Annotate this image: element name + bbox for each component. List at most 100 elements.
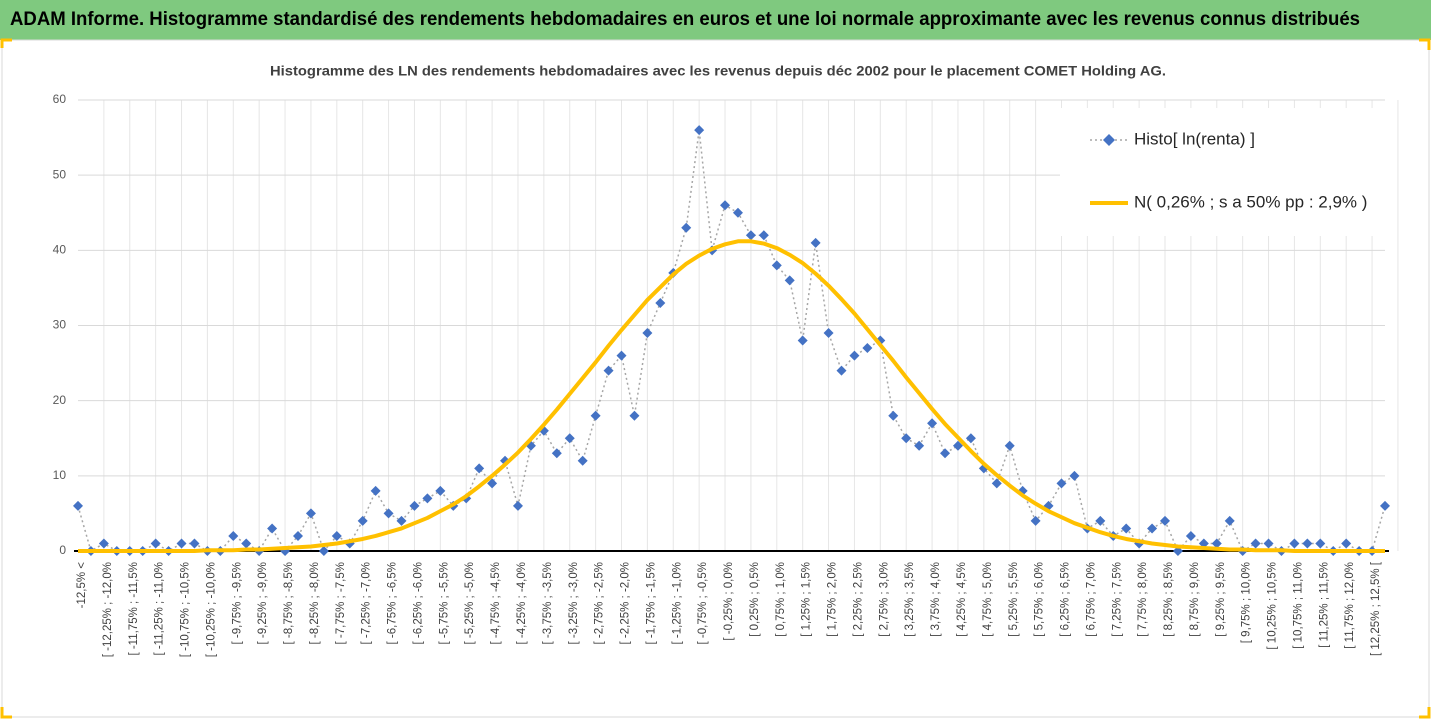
x-tick-label: [ -7,75% ; -7,5% bbox=[335, 562, 347, 644]
data-point bbox=[1004, 440, 1015, 451]
y-tick-label: 0 bbox=[59, 543, 66, 557]
x-tick-label: [ 10,75% ; 11,0% bbox=[1292, 562, 1304, 649]
data-point bbox=[267, 523, 278, 534]
x-tick-label: [ 7,25% ; 7,5% bbox=[1111, 562, 1123, 637]
x-tick-label: [ -1,75% ; -1,5% bbox=[645, 562, 657, 644]
data-point bbox=[732, 207, 743, 218]
data-point bbox=[888, 410, 899, 421]
data-point bbox=[797, 335, 808, 346]
data-point bbox=[189, 538, 200, 549]
data-point bbox=[810, 237, 821, 248]
data-point bbox=[383, 508, 394, 519]
data-point bbox=[1030, 515, 1041, 526]
y-tick-label: 40 bbox=[53, 243, 67, 257]
data-point bbox=[73, 500, 83, 511]
x-tick-label: [ -8,75% ; -8,5% bbox=[283, 562, 295, 644]
data-point bbox=[1341, 538, 1352, 549]
x-tick-label: [ -6,75% ; -6,5% bbox=[387, 562, 399, 644]
data-point bbox=[901, 433, 912, 444]
x-tick-label: -12,5% < bbox=[76, 562, 88, 609]
data-point bbox=[603, 365, 614, 376]
x-tick-label: [ -7,25% ; -7,0% bbox=[361, 562, 373, 644]
x-tick-label: [ 2,75% ; 3,0% bbox=[878, 562, 890, 637]
data-point bbox=[305, 508, 316, 519]
x-tick-label: [ -9,25% ; -9,0% bbox=[257, 562, 269, 644]
x-tick-label: [ 11,25% ; 11,5% bbox=[1318, 562, 1330, 648]
data-point bbox=[914, 440, 925, 451]
data-point bbox=[551, 448, 562, 459]
data-point bbox=[681, 222, 692, 233]
x-tick-label: [ -4,25% ; -4,0% bbox=[516, 562, 528, 644]
data-point bbox=[564, 433, 575, 444]
y-tick-label: 30 bbox=[53, 318, 67, 332]
data-point bbox=[409, 500, 420, 511]
data-point bbox=[1263, 538, 1274, 549]
x-tick-label: [ -10,75% ; -10,5% bbox=[180, 562, 192, 657]
data-point bbox=[1056, 478, 1067, 489]
data-point bbox=[836, 365, 847, 376]
data-point bbox=[616, 350, 627, 361]
data-point bbox=[228, 530, 239, 541]
x-tick-label: [ 1,75% ; 2,0% bbox=[827, 562, 839, 637]
data-point bbox=[1095, 515, 1106, 526]
data-point bbox=[1160, 515, 1171, 526]
x-tick-label: [ 4,25% ; 4,5% bbox=[956, 562, 968, 637]
data-point bbox=[1302, 538, 1313, 549]
x-tick-label: [ 2,25% ; 2,5% bbox=[852, 562, 864, 637]
data-point bbox=[1121, 523, 1132, 534]
x-tick-label: [ -5,75% ; -5,5% bbox=[438, 562, 450, 644]
data-point bbox=[331, 530, 342, 541]
data-point bbox=[150, 538, 161, 549]
x-tick-label: [ 9,75% ; 10,0% bbox=[1241, 562, 1253, 643]
data-point bbox=[720, 200, 731, 211]
data-point bbox=[1380, 500, 1390, 511]
x-tick-label: [ -8,25% ; -8,0% bbox=[309, 562, 321, 644]
x-tick-label: [ 3,25% ; 3,5% bbox=[904, 562, 916, 637]
series-line bbox=[78, 239, 1385, 553]
y-tick-label: 50 bbox=[53, 167, 67, 181]
x-tick-label: [ -3,25% ; -3,0% bbox=[568, 562, 580, 644]
data-point bbox=[292, 530, 303, 541]
x-tick-label: [ -10,25% ; -10,0% bbox=[205, 562, 217, 657]
data-point bbox=[991, 478, 1002, 489]
x-tick-label: [ 7,75% ; 8,0% bbox=[1137, 562, 1149, 637]
x-tick-label: [ 8,25% ; 8,5% bbox=[1163, 562, 1175, 637]
data-point bbox=[241, 538, 252, 549]
data-point bbox=[927, 418, 938, 429]
legend-swatch-marker bbox=[1103, 134, 1115, 146]
x-tick-label: [ -6,25% ; -6,0% bbox=[412, 562, 424, 644]
data-point bbox=[1289, 538, 1300, 549]
data-point bbox=[396, 515, 407, 526]
title-bar bbox=[0, 0, 1431, 40]
data-point bbox=[771, 260, 782, 271]
x-tick-label: [ 1,25% ; 1,5% bbox=[801, 562, 813, 637]
data-point bbox=[590, 410, 601, 421]
x-tick-label: [ 6,75% ; 7,0% bbox=[1085, 562, 1097, 637]
x-tick-label: [ -1,25% ; -1,0% bbox=[671, 562, 683, 644]
x-tick-label: [ 8,75% ; 9,0% bbox=[1189, 562, 1201, 637]
x-tick-label: [ 5,75% ; 6,0% bbox=[1034, 562, 1046, 637]
data-point bbox=[370, 485, 381, 496]
x-tick-label: [ -11,25% ; -11,0% bbox=[154, 562, 166, 656]
x-tick-label: [ 6,25% ; 6,5% bbox=[1060, 562, 1072, 637]
x-tick-label: [ 12,25% ; 12,5% [ bbox=[1370, 561, 1382, 656]
data-point bbox=[745, 230, 756, 241]
x-tick-label: [ -0,75% ; -0,5% bbox=[697, 562, 709, 644]
data-point bbox=[98, 538, 109, 549]
y-tick-label: 20 bbox=[53, 393, 67, 407]
data-point bbox=[784, 275, 795, 286]
data-point bbox=[655, 297, 666, 308]
x-tick-label: [ -12,25% ; -12,0% bbox=[102, 562, 114, 657]
x-tick-label: [ 10,25% ; 10,5% bbox=[1267, 562, 1279, 650]
x-tick-label: [ 3,75% ; 4,0% bbox=[930, 562, 942, 637]
x-tick-label: [ -3,75% ; -3,5% bbox=[542, 562, 554, 644]
x-tick-label: [ 5,25% ; 5,5% bbox=[1008, 562, 1020, 637]
chart-title: ADAM Informe. Histogramme standardisé de… bbox=[10, 9, 1360, 30]
y-tick-label: 10 bbox=[53, 468, 67, 482]
data-point bbox=[952, 440, 963, 451]
data-point bbox=[965, 433, 976, 444]
data-point bbox=[1224, 515, 1235, 526]
data-point bbox=[577, 455, 588, 466]
corner-marks bbox=[0, 38, 1431, 719]
